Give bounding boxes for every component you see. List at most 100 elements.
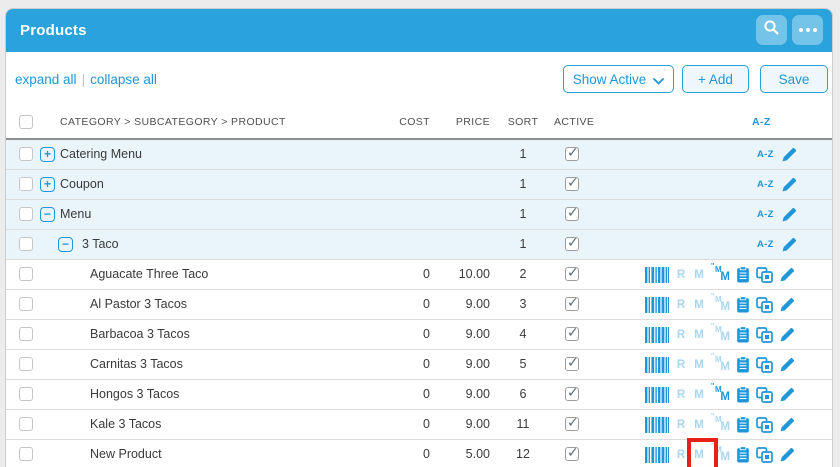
active-checkbox[interactable] — [565, 294, 579, 311]
recipe-r-icon[interactable]: R — [676, 328, 686, 341]
recipe-r-icon[interactable]: R — [676, 268, 686, 281]
row-checkbox[interactable] — [19, 327, 33, 341]
row-checkbox[interactable] — [19, 177, 33, 191]
modifier-m-icon[interactable]: M — [694, 388, 704, 401]
duplicate-icon[interactable] — [756, 296, 773, 313]
copy-modifiers-icon[interactable]: MM — [711, 383, 730, 403]
edit-pencil-icon[interactable] — [779, 356, 796, 373]
active-checkbox[interactable] — [565, 384, 579, 401]
row-checkbox[interactable] — [19, 447, 33, 461]
clipboard-icon[interactable] — [736, 446, 750, 463]
recipe-r-icon[interactable]: R — [676, 298, 686, 311]
active-checkbox[interactable] — [565, 414, 579, 431]
expand-icon[interactable]: + — [40, 177, 55, 192]
modifier-m-icon[interactable]: M — [694, 418, 704, 431]
edit-pencil-icon[interactable] — [781, 206, 798, 223]
clipboard-icon[interactable] — [736, 416, 750, 433]
az-sort-button[interactable]: A-Z — [757, 149, 774, 160]
modifier-m-icon[interactable]: M — [694, 448, 704, 461]
show-active-dropdown[interactable]: Show Active — [563, 65, 674, 93]
modifier-m-icon[interactable]: M — [694, 268, 704, 281]
active-checkbox[interactable] — [565, 264, 579, 281]
active-checkbox[interactable] — [565, 444, 579, 461]
row-checkbox[interactable] — [19, 147, 33, 161]
edit-pencil-icon[interactable] — [781, 236, 798, 253]
barcode-icon[interactable] — [645, 326, 669, 343]
modifier-m-icon[interactable]: M — [694, 298, 704, 311]
more-options-button[interactable] — [792, 15, 823, 45]
barcode-icon[interactable] — [645, 266, 669, 283]
active-checkbox[interactable] — [565, 324, 579, 341]
row-checkbox[interactable] — [19, 387, 33, 401]
save-button[interactable]: Save — [760, 65, 828, 93]
column-cost: COST — [399, 116, 430, 128]
clipboard-icon[interactable] — [736, 326, 750, 343]
add-button[interactable]: + Add — [682, 65, 749, 93]
clipboard-icon[interactable] — [736, 386, 750, 403]
search-button[interactable] — [756, 15, 787, 45]
duplicate-icon[interactable] — [756, 416, 773, 433]
barcode-icon[interactable] — [645, 296, 669, 313]
product-name: Al Pastor 3 Tacos — [90, 297, 188, 311]
copy-modifiers-icon[interactable]: MM — [711, 413, 730, 433]
row-checkbox[interactable] — [19, 207, 33, 221]
copy-modifiers-icon[interactable]: MM — [711, 443, 730, 463]
recipe-r-icon[interactable]: R — [676, 358, 686, 371]
collapse-all-link[interactable]: collapse all — [90, 72, 157, 87]
edit-pencil-icon[interactable] — [779, 416, 796, 433]
az-sort-button[interactable]: A-Z — [757, 209, 774, 220]
recipe-r-icon[interactable]: R — [676, 388, 686, 401]
active-checkbox[interactable] — [565, 204, 579, 221]
edit-pencil-icon[interactable] — [781, 176, 798, 193]
copy-modifiers-icon[interactable]: MM — [711, 353, 730, 373]
duplicate-icon[interactable] — [756, 326, 773, 343]
row-checkbox[interactable] — [19, 237, 33, 251]
edit-pencil-icon[interactable] — [779, 326, 796, 343]
recipe-r-icon[interactable]: R — [676, 418, 686, 431]
clipboard-icon[interactable] — [736, 356, 750, 373]
duplicate-icon[interactable] — [756, 386, 773, 403]
row-checkbox[interactable] — [19, 267, 33, 281]
show-active-label: Show Active — [572, 71, 647, 87]
modifier-m-icon[interactable]: M — [694, 328, 704, 341]
category-name: Catering Menu — [60, 147, 142, 161]
active-checkbox[interactable] — [565, 144, 579, 161]
link-divider: | — [81, 72, 86, 87]
barcode-icon[interactable] — [645, 416, 669, 433]
expand-all-link[interactable]: expand all — [15, 72, 77, 87]
az-sort-button[interactable]: A-Z — [757, 179, 774, 190]
edit-pencil-icon[interactable] — [779, 266, 796, 283]
active-checkbox[interactable] — [565, 234, 579, 251]
modifier-m-icon[interactable]: M — [694, 358, 704, 371]
barcode-icon[interactable] — [645, 356, 669, 373]
duplicate-icon[interactable] — [756, 266, 773, 283]
edit-pencil-icon[interactable] — [779, 386, 796, 403]
column-sort: SORT — [507, 116, 539, 128]
copy-modifiers-icon[interactable]: MM — [711, 263, 730, 283]
table-row: Barbacoa 3 Tacos 0 9.00 4 R M MM — [6, 320, 832, 350]
table-row: + Catering Menu 1 A-Z — [6, 140, 832, 170]
recipe-r-icon[interactable]: R — [676, 448, 686, 461]
collapse-icon[interactable]: − — [40, 207, 55, 222]
copy-modifiers-icon[interactable]: MM — [711, 323, 730, 343]
sort-value: 5 — [519, 357, 527, 371]
edit-pencil-icon[interactable] — [779, 446, 796, 463]
row-checkbox[interactable] — [19, 297, 33, 311]
expand-icon[interactable]: + — [40, 147, 55, 162]
active-checkbox[interactable] — [565, 174, 579, 191]
az-sort-button[interactable]: A-Z — [757, 239, 774, 250]
edit-pencil-icon[interactable] — [781, 146, 798, 163]
clipboard-icon[interactable] — [736, 296, 750, 313]
select-all-checkbox[interactable] — [19, 115, 33, 129]
barcode-icon[interactable] — [645, 386, 669, 403]
barcode-icon[interactable] — [645, 446, 669, 463]
clipboard-icon[interactable] — [736, 266, 750, 283]
duplicate-icon[interactable] — [756, 356, 773, 373]
copy-modifiers-icon[interactable]: MM — [711, 293, 730, 313]
row-checkbox[interactable] — [19, 357, 33, 371]
collapse-icon[interactable]: − — [58, 237, 73, 252]
edit-pencil-icon[interactable] — [779, 296, 796, 313]
active-checkbox[interactable] — [565, 354, 579, 371]
row-checkbox[interactable] — [19, 417, 33, 431]
duplicate-icon[interactable] — [756, 446, 773, 463]
